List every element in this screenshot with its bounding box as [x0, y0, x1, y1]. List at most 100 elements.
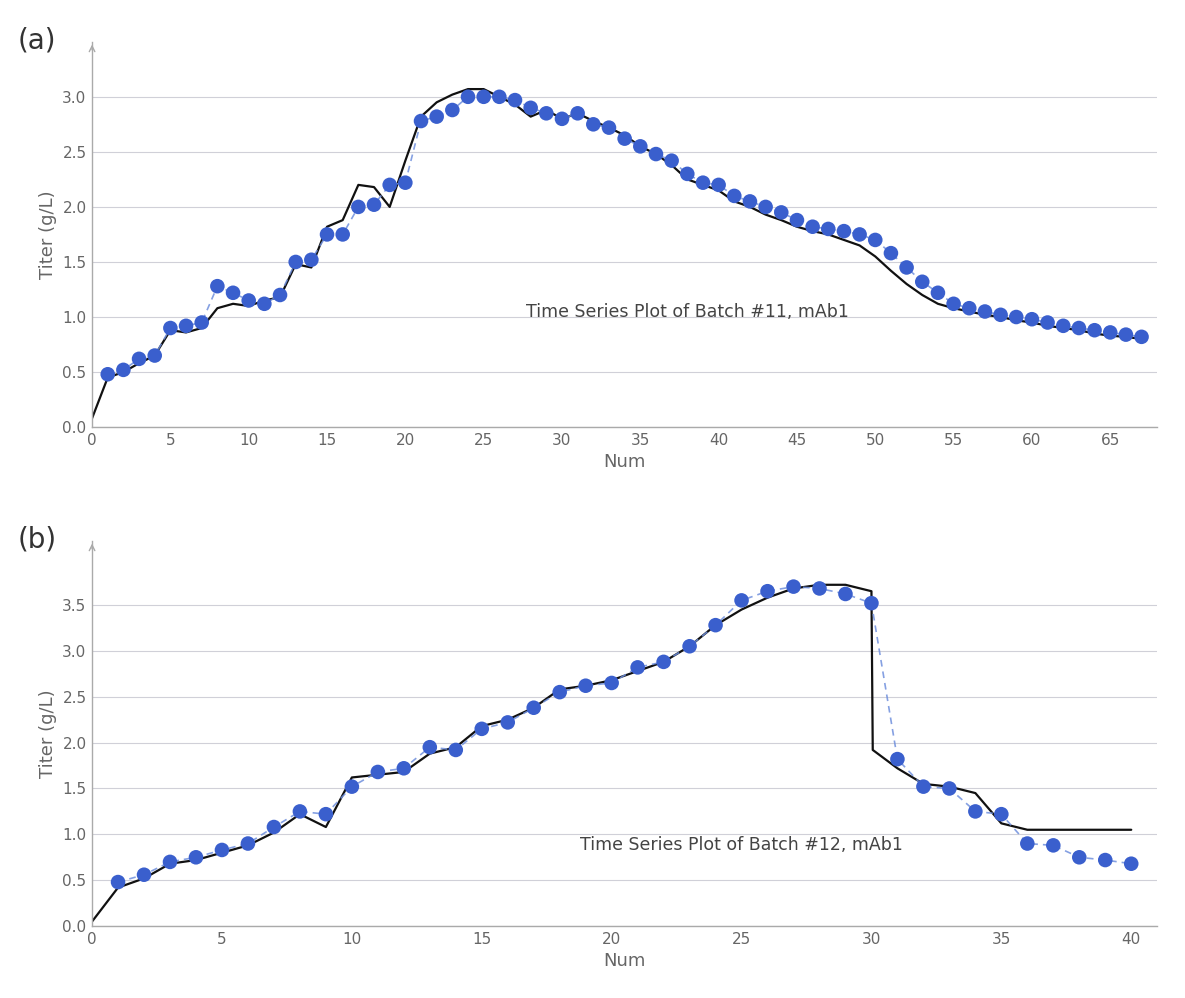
Point: [489, 89, 508, 105]
Point: [316, 806, 335, 822]
Point: [421, 740, 440, 755]
Point: [255, 295, 274, 311]
Point: [975, 303, 994, 319]
Point: [498, 715, 517, 731]
Point: [615, 131, 634, 147]
Point: [647, 146, 666, 162]
Point: [662, 153, 681, 169]
Point: [940, 780, 959, 796]
Point: [212, 842, 231, 858]
Point: [897, 259, 916, 275]
Point: [600, 120, 619, 136]
Point: [835, 586, 854, 602]
Point: [758, 583, 777, 599]
Point: [238, 835, 257, 851]
Text: (a): (a): [18, 26, 56, 54]
Point: [693, 175, 712, 191]
Point: [992, 806, 1011, 822]
Point: [395, 760, 414, 776]
Point: [732, 593, 751, 609]
Point: [411, 113, 430, 129]
Point: [239, 292, 258, 308]
Point: [270, 287, 289, 303]
Point: [866, 232, 885, 248]
Point: [803, 219, 822, 235]
Point: [287, 253, 306, 269]
Point: [1132, 329, 1151, 345]
Point: [1053, 317, 1072, 333]
Point: [678, 166, 697, 182]
Point: [380, 177, 399, 193]
Point: [1044, 837, 1063, 853]
Point: [1018, 835, 1037, 851]
Point: [161, 320, 180, 336]
Point: [224, 284, 243, 300]
Point: [850, 227, 869, 243]
Point: [207, 278, 226, 294]
Point: [912, 273, 931, 289]
Point: [1101, 324, 1120, 340]
Point: [706, 617, 725, 633]
Point: [811, 581, 830, 597]
Point: [342, 778, 361, 794]
Point: [928, 284, 947, 300]
Point: [333, 227, 352, 243]
Point: [861, 595, 880, 611]
Point: [1116, 326, 1135, 342]
Point: [537, 106, 556, 122]
Point: [1070, 849, 1089, 865]
Point: [741, 194, 760, 210]
Point: [1023, 311, 1042, 327]
Point: [146, 347, 165, 363]
Point: [784, 579, 803, 595]
Point: [602, 675, 621, 691]
Y-axis label: Titer (g/L): Titer (g/L): [39, 190, 57, 278]
Point: [1122, 855, 1141, 871]
Point: [630, 139, 649, 155]
Text: (b): (b): [18, 525, 57, 553]
Point: [709, 177, 728, 193]
Point: [396, 175, 415, 191]
Point: [914, 778, 933, 794]
Point: [654, 654, 673, 670]
Point: [135, 866, 154, 882]
Point: [192, 314, 211, 330]
Point: [888, 751, 907, 767]
Point: [680, 639, 699, 655]
Point: [369, 764, 387, 780]
Point: [129, 351, 148, 367]
X-axis label: Num: Num: [603, 453, 646, 471]
Point: [302, 251, 321, 267]
Point: [524, 700, 543, 716]
Point: [428, 109, 447, 125]
Point: [771, 205, 790, 221]
Point: [944, 295, 963, 311]
Point: [882, 246, 901, 261]
Point: [756, 199, 775, 215]
Point: [186, 849, 205, 865]
Point: [160, 854, 179, 870]
Point: [474, 89, 493, 105]
Point: [473, 721, 492, 737]
Point: [264, 819, 283, 835]
Point: [506, 92, 525, 108]
Point: [819, 221, 838, 237]
Text: Time Series Plot of Batch #11, mAb1: Time Series Plot of Batch #11, mAb1: [526, 302, 848, 320]
Text: Time Series Plot of Batch #12, mAb1: Time Series Plot of Batch #12, mAb1: [581, 836, 903, 854]
Point: [1007, 309, 1026, 325]
Point: [98, 366, 117, 382]
Point: [834, 224, 853, 240]
Point: [348, 199, 367, 215]
Point: [290, 803, 309, 819]
Point: [628, 660, 647, 676]
Point: [960, 300, 979, 316]
Point: [318, 227, 337, 243]
Point: [177, 317, 196, 333]
Point: [443, 102, 462, 118]
Point: [365, 197, 384, 213]
Point: [1038, 314, 1057, 330]
Point: [550, 685, 569, 701]
Point: [552, 111, 571, 127]
Point: [568, 106, 587, 122]
Point: [521, 100, 540, 116]
